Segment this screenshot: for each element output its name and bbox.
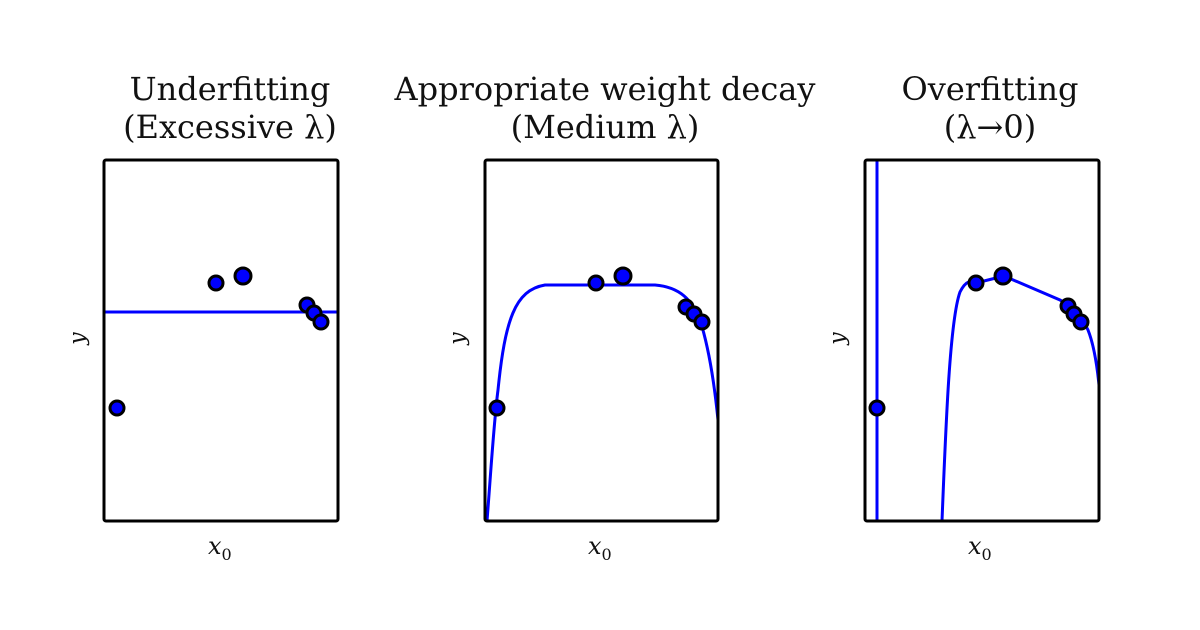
fit-curve xyxy=(485,283,718,521)
xlabel-x: x xyxy=(208,532,222,560)
panel2-frame xyxy=(483,158,720,523)
panel2-title: Appropriate weight decay (Medium λ) xyxy=(390,70,820,146)
data-points xyxy=(108,266,330,417)
xlabel-sub: 0 xyxy=(981,544,992,564)
panel2-xlabel: x0 xyxy=(588,532,612,564)
panel3-frame xyxy=(863,158,1101,523)
xlabel-x: x xyxy=(588,532,602,560)
xlabel-sub: 0 xyxy=(601,544,612,564)
xlabel-x: x xyxy=(968,532,982,560)
panel3-xlabel: x0 xyxy=(968,532,992,564)
panel1-frame xyxy=(102,158,340,523)
data-points xyxy=(488,266,711,417)
panel2-title-line1: Appropriate weight decay xyxy=(394,70,816,108)
panel1-title-line1: Underfitting xyxy=(129,70,331,108)
panel1-title-line2: (Excessive λ) xyxy=(123,108,337,146)
panel3-plot xyxy=(863,158,1101,523)
panel2-title-line2: (Medium λ) xyxy=(510,108,700,146)
panel3-title-line2: (λ→0) xyxy=(943,108,1037,146)
panel1-title: Underfitting (Excessive λ) xyxy=(90,70,370,146)
panel2-plot xyxy=(483,158,720,523)
panel3-title-line1: Overfitting xyxy=(901,70,1079,108)
panel3-title: Overfitting (λ→0) xyxy=(870,70,1110,146)
panel1-xlabel: x0 xyxy=(208,532,232,564)
xlabel-sub: 0 xyxy=(221,544,232,564)
panel1-plot xyxy=(102,158,340,523)
data-points xyxy=(868,266,1090,417)
